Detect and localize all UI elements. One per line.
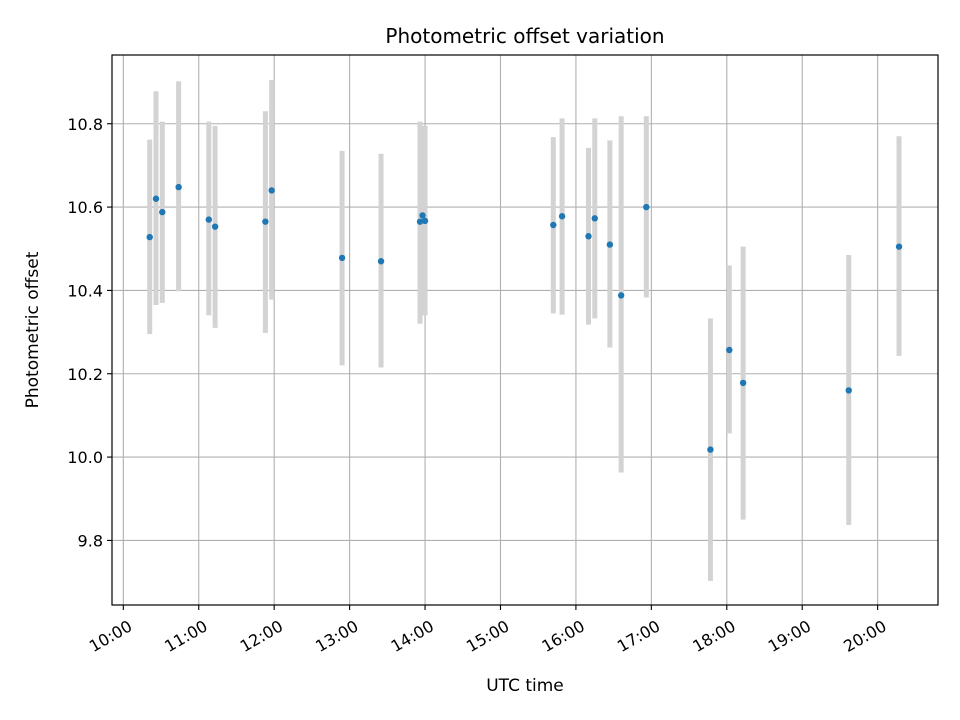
data-point bbox=[726, 346, 733, 354]
y-tick-label: 10.2 bbox=[67, 365, 103, 384]
data-point bbox=[739, 379, 747, 387]
data-point bbox=[606, 241, 614, 248]
data-point bbox=[159, 208, 166, 216]
data-point bbox=[205, 216, 213, 223]
data-point bbox=[421, 217, 429, 225]
chart-title: Photometric offset variation bbox=[385, 24, 664, 48]
data-point bbox=[338, 254, 346, 262]
data-point bbox=[591, 215, 598, 222]
data-point bbox=[617, 292, 625, 299]
plot-frame bbox=[111, 54, 939, 606]
data-point bbox=[175, 183, 182, 191]
data-point bbox=[419, 212, 426, 219]
x-axis-label: UTC time bbox=[486, 676, 564, 696]
y-tick-label: 10.0 bbox=[67, 448, 103, 467]
data-point bbox=[262, 218, 269, 225]
data-points bbox=[146, 183, 903, 453]
y-tick-label: 10.4 bbox=[67, 281, 103, 300]
data-point bbox=[585, 233, 592, 240]
data-point bbox=[377, 258, 385, 265]
data-point bbox=[211, 223, 219, 230]
data-point bbox=[707, 446, 714, 453]
data-point bbox=[845, 387, 852, 394]
data-point bbox=[558, 213, 566, 220]
y-axis-label: Photometric offset bbox=[23, 251, 43, 408]
y-tick-label: 9.8 bbox=[78, 531, 103, 550]
data-point bbox=[152, 195, 160, 202]
data-point bbox=[146, 233, 153, 241]
data-point bbox=[268, 187, 275, 194]
data-point bbox=[643, 203, 650, 211]
y-tick-label: 10.8 bbox=[67, 115, 103, 134]
y-tick-label: 10.6 bbox=[67, 198, 103, 217]
data-point bbox=[895, 243, 903, 250]
y-ticks: 9.8 10.0 10.2 10.4 10.6 10.8 bbox=[67, 115, 112, 550]
data-point bbox=[416, 218, 424, 225]
data-point bbox=[550, 221, 557, 229]
grid bbox=[112, 55, 938, 605]
